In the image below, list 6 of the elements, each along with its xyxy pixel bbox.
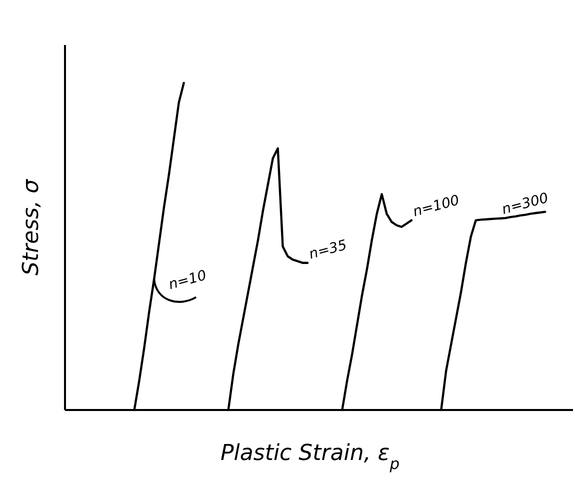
text: n=100 [411,192,462,220]
text: n=300 [500,190,550,218]
text: n=35 [307,237,349,263]
y-axis-title: Stress, σ [19,178,44,276]
text: n=10 [166,268,208,294]
x-axis-title: Plastic Strain, ε$_{p}$ [220,441,400,473]
